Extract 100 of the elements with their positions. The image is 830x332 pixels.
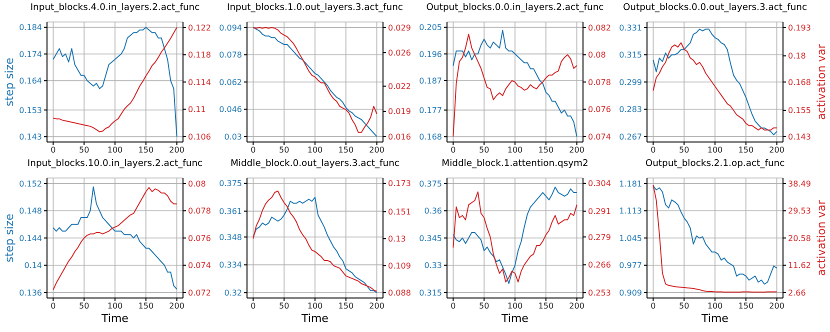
y-tick-label: 0.196 xyxy=(419,50,442,59)
x-tick-label: 200 xyxy=(369,302,384,311)
y2-tick-label: 38.49 xyxy=(788,179,811,188)
x-tick-label: 50 xyxy=(278,146,290,155)
y-tick-label: 0.315 xyxy=(619,50,642,60)
x-tick-label: 50 xyxy=(478,146,490,155)
y2-tick-label: 0.078 xyxy=(188,206,211,216)
chart-title: Input_blocks.10.0.in_layers.2.act_func xyxy=(26,158,204,170)
y-tick-label: 0.148 xyxy=(19,206,42,216)
line-series xyxy=(652,42,778,130)
y-tick-label: 0.144 xyxy=(19,234,42,243)
y-tick-label: 0.977 xyxy=(619,261,642,270)
y2-axis-title: activation var xyxy=(814,44,828,120)
chart-title: Output_blocks.2.1.op.act_func xyxy=(644,158,786,170)
y2-tick-label: 0.266 xyxy=(588,260,611,270)
y2-tick-label: 0.253 xyxy=(588,288,611,298)
x-tick-label: 150 xyxy=(138,302,154,311)
y2-tick-label: 0.072 xyxy=(188,288,211,298)
x-tick-label: 50 xyxy=(278,302,290,311)
y-tick-label: 0.33 xyxy=(424,261,442,270)
x-tick-label: 50 xyxy=(478,302,490,311)
y-tick-label: 0.267 xyxy=(619,132,642,142)
x-tick-label: 200 xyxy=(169,302,184,311)
y2-tick-label: 0.074 xyxy=(188,261,211,270)
y2-tick-label: 0.016 xyxy=(388,132,411,142)
y-tick-label: 0.174 xyxy=(19,50,42,59)
y2-tick-label: 29.53 xyxy=(788,206,811,216)
x-tick-label: 100 xyxy=(507,146,523,155)
y2-tick-label: 0.022 xyxy=(388,82,411,92)
x-tick-label: 200 xyxy=(569,146,584,155)
y2-tick-label: 11.62 xyxy=(788,261,811,270)
y-tick-label: 0.299 xyxy=(619,78,642,87)
y2-tick-label: 0.291 xyxy=(588,207,611,216)
y-tick-label: 0.187 xyxy=(419,76,442,86)
y-tick-label: 0.205 xyxy=(419,23,442,32)
x-tick-label: 0 xyxy=(50,146,56,155)
y-tick-label: 0.168 xyxy=(419,132,442,142)
x-tick-label: 200 xyxy=(169,146,184,155)
chart-title: Middle_block.0.out_layers.3.act_func xyxy=(230,158,400,170)
y-tick-label: 0.345 xyxy=(419,234,442,243)
y2-tick-label: 0.13 xyxy=(388,234,406,244)
x-tick-label: 200 xyxy=(769,146,784,155)
y2-tick-label: 0.029 xyxy=(388,23,411,32)
x-tick-label: 100 xyxy=(107,302,123,311)
x-tick-label: 0 xyxy=(450,146,456,155)
y2-tick-label: 0.078 xyxy=(588,78,611,87)
y-tick-label: 0.348 xyxy=(219,232,242,242)
y2-tick-label: 0.019 xyxy=(388,107,411,116)
y-tick-label: 0.164 xyxy=(19,76,42,86)
y-tick-label: 0.153 xyxy=(19,106,42,115)
y2-tick-label: 0.193 xyxy=(788,23,811,32)
y-tick-label: 1.113 xyxy=(619,206,642,216)
y-tick-label: 0.375 xyxy=(419,179,442,188)
y2-tick-label: 0.173 xyxy=(388,179,411,188)
chart-title: Output_blocks.0.0.in_layers.2.act_func xyxy=(425,2,605,14)
y-tick-label: 0.36 xyxy=(424,206,442,216)
y2-axis-title: activation var xyxy=(814,200,828,276)
y-tick-label: 0.14 xyxy=(24,261,42,270)
y2-tick-label: 2.66 xyxy=(788,288,806,298)
x-axis-title: Time xyxy=(700,312,729,325)
y-axis-title: step size xyxy=(2,213,16,262)
x-tick-label: 150 xyxy=(338,146,354,155)
y-tick-label: 0.315 xyxy=(419,288,442,298)
chart-title: Output_blocks.0.0.out_layers.3.act_func xyxy=(622,2,808,14)
x-tick-label: 200 xyxy=(369,146,384,155)
y2-tick-label: 0.076 xyxy=(588,105,611,114)
x-tick-label: 50 xyxy=(678,302,690,311)
y2-tick-label: 0.151 xyxy=(388,208,411,216)
x-axis-title: Time xyxy=(100,312,129,325)
x-tick-label: 50 xyxy=(78,302,90,311)
y2-tick-label: 0.279 xyxy=(588,232,611,242)
x-tick-label: 150 xyxy=(738,146,754,155)
y2-tick-label: 0.11 xyxy=(188,105,206,114)
x-tick-label: 150 xyxy=(538,146,554,155)
chart-title: Middle_block.1.attention.qsym2 xyxy=(440,158,590,170)
y-tick-label: 0.094 xyxy=(219,23,242,32)
x-tick-label: 200 xyxy=(569,302,584,311)
y-tick-label: 0.361 xyxy=(219,207,242,216)
y-axis-title: step size xyxy=(2,57,16,106)
y2-tick-label: 0.076 xyxy=(188,234,211,243)
y-tick-label: 0.331 xyxy=(619,23,642,32)
y-tick-label: 0.136 xyxy=(19,288,42,298)
y2-tick-label: 0.08 xyxy=(188,179,206,188)
y2-tick-label: 0.074 xyxy=(588,132,611,142)
x-tick-label: 100 xyxy=(107,146,123,155)
x-tick-label: 0 xyxy=(250,146,256,155)
x-tick-label: 50 xyxy=(78,146,90,155)
y-tick-label: 1.045 xyxy=(619,234,642,243)
y2-tick-label: 20.58 xyxy=(788,234,811,243)
x-tick-label: 100 xyxy=(307,146,323,155)
y2-tick-label: 0.106 xyxy=(188,132,211,142)
y2-tick-label: 0.026 xyxy=(388,48,411,58)
y2-tick-label: 0.082 xyxy=(588,23,611,32)
chart-title: Input_blocks.4.0.in_layers.2.act_func xyxy=(29,2,201,14)
x-tick-label: 150 xyxy=(338,302,354,311)
y-tick-label: 0.03 xyxy=(224,132,242,142)
y-tick-label: 0.184 xyxy=(19,23,42,32)
y-tick-label: 0.177 xyxy=(419,106,442,115)
x-tick-label: 0 xyxy=(450,302,456,311)
y-tick-label: 0.283 xyxy=(619,105,642,114)
